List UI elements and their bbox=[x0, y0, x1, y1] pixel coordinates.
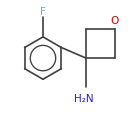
Text: O: O bbox=[111, 16, 119, 26]
Text: F: F bbox=[40, 7, 46, 17]
Text: H₂N: H₂N bbox=[74, 94, 93, 104]
